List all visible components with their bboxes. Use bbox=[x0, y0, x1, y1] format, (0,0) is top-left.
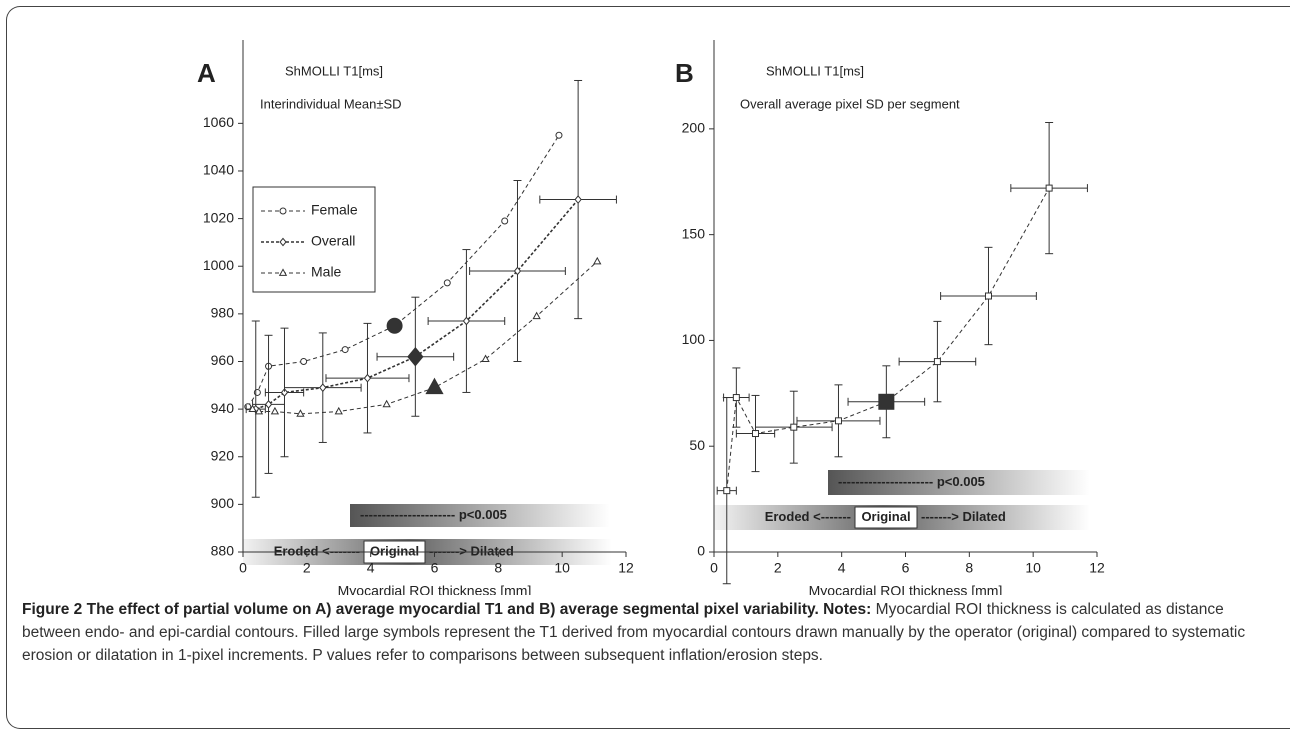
caption: Figure 2 The effect of partial volume on… bbox=[22, 598, 1272, 667]
x-tick-label: 8 bbox=[494, 560, 502, 576]
p-bar bbox=[828, 470, 1090, 495]
y-tick-label: 1020 bbox=[203, 209, 234, 225]
panel-letter: B bbox=[675, 58, 694, 88]
x-tick-label: 8 bbox=[965, 560, 973, 576]
marker bbox=[264, 399, 273, 409]
y-tick-label: 100 bbox=[682, 331, 706, 347]
scale-mid: Original bbox=[370, 543, 419, 558]
marker bbox=[834, 417, 842, 425]
marker bbox=[253, 388, 261, 396]
x-axis-title: Myocardial ROI thickness [mm] bbox=[338, 583, 532, 595]
marker bbox=[363, 373, 372, 383]
marker bbox=[501, 217, 509, 225]
x-tick-label: 0 bbox=[239, 560, 247, 576]
marker bbox=[407, 346, 424, 367]
marker bbox=[279, 237, 287, 247]
marker bbox=[382, 399, 391, 408]
marker bbox=[751, 430, 759, 438]
x-axis-title: Myocardial ROI thickness [mm] bbox=[809, 583, 1003, 595]
marker bbox=[270, 406, 280, 415]
x-tick-label: 6 bbox=[902, 560, 910, 576]
marker bbox=[334, 406, 343, 415]
y-tick-label: 0 bbox=[697, 543, 705, 559]
scale-left: Eroded <------- bbox=[274, 543, 360, 558]
p-label: ---------------------- p<0.005 bbox=[360, 507, 507, 522]
x-tick-label: 12 bbox=[618, 560, 634, 576]
series-line bbox=[252, 261, 598, 415]
marker bbox=[300, 357, 308, 365]
x-tick-label: 4 bbox=[838, 560, 846, 576]
marker bbox=[462, 316, 471, 326]
marker bbox=[555, 131, 563, 139]
y-tick-label: 900 bbox=[211, 495, 235, 511]
panel-letter: A bbox=[197, 58, 216, 88]
caption-notes-label: Notes: bbox=[823, 601, 872, 618]
y-unit: ShMOLLI T1[ms] bbox=[285, 63, 383, 78]
marker bbox=[593, 256, 602, 265]
y-tick-label: 1040 bbox=[203, 162, 234, 178]
p-bar bbox=[350, 504, 610, 527]
marker bbox=[513, 266, 522, 276]
x-tick-label: 2 bbox=[774, 560, 782, 576]
marker bbox=[532, 311, 541, 320]
marker bbox=[574, 195, 582, 204]
marker bbox=[790, 423, 798, 431]
marker bbox=[1045, 184, 1053, 192]
marker bbox=[481, 354, 490, 363]
marker bbox=[319, 383, 327, 393]
x-tick-label: 10 bbox=[1025, 560, 1041, 576]
marker bbox=[723, 487, 731, 495]
y-tick-label: 150 bbox=[682, 225, 706, 241]
x-tick-label: 0 bbox=[710, 560, 718, 576]
marker bbox=[280, 388, 289, 397]
x-tick-label: 2 bbox=[303, 560, 311, 576]
marker bbox=[278, 268, 288, 276]
y-tick-label: 50 bbox=[689, 437, 705, 453]
marker bbox=[933, 358, 941, 366]
marker bbox=[386, 317, 403, 334]
series-line bbox=[247, 134, 560, 408]
marker bbox=[443, 279, 451, 287]
legend-label: Female bbox=[311, 202, 358, 218]
y-tick-label: 960 bbox=[211, 352, 235, 368]
original-box bbox=[854, 506, 918, 529]
x-tick-label: 12 bbox=[1089, 560, 1105, 576]
marker bbox=[248, 404, 257, 413]
marker bbox=[878, 393, 895, 410]
marker bbox=[279, 207, 287, 215]
series-line bbox=[726, 187, 1050, 491]
y-tick-label: 920 bbox=[211, 447, 235, 463]
figure-frame bbox=[6, 6, 1290, 729]
scale-right: -------> Dilated bbox=[429, 543, 514, 558]
x-tick-label: 6 bbox=[431, 560, 439, 576]
marker bbox=[732, 394, 740, 402]
scale-right: -------> Dilated bbox=[921, 509, 1006, 524]
figure: A ShMOLLI T1[ms] Interindividual Mean±SD --… bbox=[197, 40, 1105, 595]
p-label: ---------------------- p<0.005 bbox=[838, 474, 985, 489]
y-tick-label: 1000 bbox=[203, 257, 234, 273]
legend-label: Overall bbox=[311, 233, 355, 249]
marker bbox=[341, 346, 349, 354]
legend-box bbox=[252, 186, 376, 293]
y-tick-label: 1060 bbox=[203, 114, 234, 130]
y-unit: ShMOLLI T1[ms] bbox=[766, 63, 864, 78]
x-tick-label: 4 bbox=[367, 560, 375, 576]
y-tick-label: 940 bbox=[211, 400, 235, 416]
y-tick-label: 880 bbox=[211, 543, 235, 559]
scale-mid: Original bbox=[861, 509, 910, 524]
subtitle: Overall average pixel SD per segment bbox=[740, 96, 960, 111]
marker bbox=[296, 409, 305, 417]
scale-left: Eroded <------- bbox=[765, 509, 851, 524]
marker bbox=[984, 292, 992, 300]
subtitle: Interindividual Mean±SD bbox=[260, 96, 402, 111]
y-tick-label: 200 bbox=[682, 120, 706, 136]
marker bbox=[425, 377, 444, 395]
legend-label: Male bbox=[311, 264, 342, 280]
marker bbox=[254, 406, 264, 415]
caption-text: Myocardial ROI thickness is calculated a… bbox=[22, 601, 1246, 664]
x-tick-label: 10 bbox=[554, 560, 570, 576]
y-tick-label: 980 bbox=[211, 305, 235, 321]
caption-title: Figure 2 The effect of partial volume on… bbox=[22, 601, 819, 618]
